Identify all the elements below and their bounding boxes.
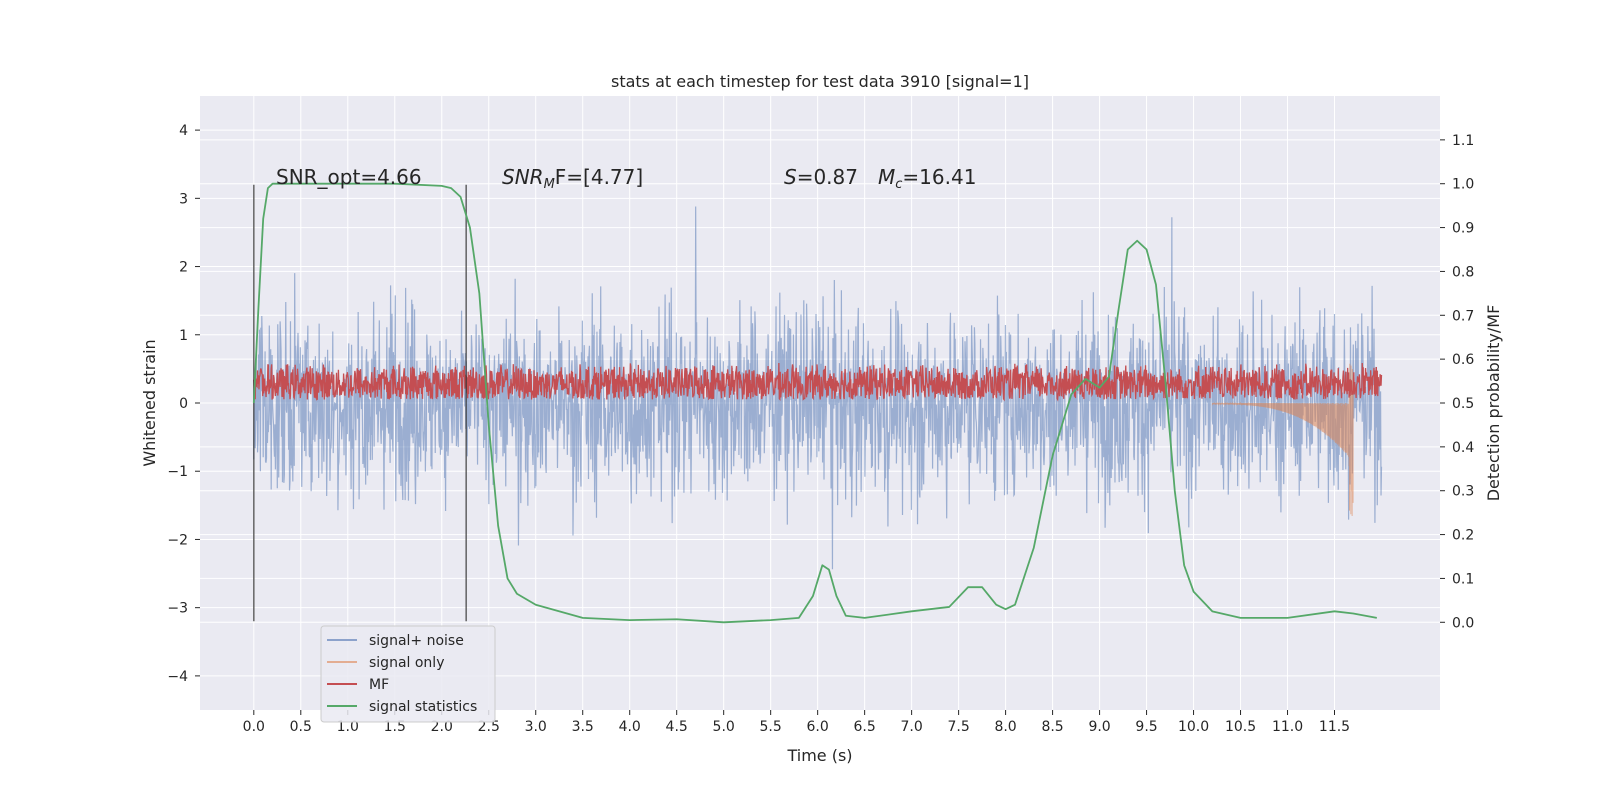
y-right-tick-label: 1.1: [1452, 133, 1474, 149]
x-tick-label: 5.5: [760, 719, 782, 735]
y-left-tick-label: 0: [179, 396, 188, 412]
x-tick-label: 7.0: [900, 719, 922, 735]
annotation-s: S=0.87: [784, 165, 858, 189]
annotation-snr-mf-main: SNR: [502, 165, 544, 189]
y-right-tick-label: 0.4: [1452, 440, 1474, 456]
x-axis-label: Time (s): [786, 746, 852, 765]
y-axis-label-left: Whitened strain: [140, 339, 159, 466]
legend: signal+ noise signal only MF signal statist…: [320, 625, 496, 723]
y-left-tick-label: −2: [167, 532, 188, 548]
y-right-tick-label: 0.8: [1452, 264, 1474, 280]
series-signal-only: [1211, 363, 1354, 516]
y-right-tick-label: 0.1: [1452, 571, 1474, 587]
annotation-mc-label: M: [878, 165, 895, 189]
y-right-tick-label: 0.2: [1452, 528, 1474, 544]
y-right-tick-label: 0.0: [1452, 615, 1474, 631]
y-right-tick-label: 0.9: [1452, 221, 1474, 237]
annotation-snr-mf-sub: M: [544, 177, 555, 192]
x-tick-label: 10.5: [1225, 719, 1256, 735]
y-axis-label-right: Detection probability/MF: [1484, 305, 1503, 502]
x-tick-label: 4.0: [619, 719, 641, 735]
series-mf: [253, 362, 1383, 402]
y-right-tick-label: 0.5: [1452, 396, 1474, 412]
legend-label: signal+ noise: [369, 633, 464, 649]
y-left-tick-label: 4: [179, 123, 188, 139]
x-tick-label: 6.5: [854, 719, 876, 735]
x-tick-label: 1.5: [384, 719, 406, 735]
x-tick-label: 11.5: [1319, 719, 1350, 735]
plot-area: [252, 182, 1383, 624]
x-tick-label: 5.0: [713, 719, 735, 735]
y-right-tick-label: 0.6: [1452, 352, 1474, 368]
series-signal-statistics: [252, 182, 1377, 624]
legend-label: MF: [369, 677, 389, 693]
x-tick-label: 2.0: [431, 719, 453, 735]
annotation-s-label: S: [784, 165, 797, 189]
legend-label: signal statistics: [369, 699, 477, 715]
x-tick-label: 0.0: [243, 719, 265, 735]
y-right-tick-label: 0.7: [1452, 308, 1474, 324]
annotation-snr-opt: SNR_opt=4.66: [276, 165, 422, 189]
y-right-tick-label: 0.3: [1452, 484, 1474, 500]
y-left-tick-label: −1: [167, 464, 188, 480]
x-tick-label: 8.0: [994, 719, 1016, 735]
x-tick-label: 4.5: [666, 719, 688, 735]
x-tick-label: 9.0: [1088, 719, 1110, 735]
y-left-tick-label: −4: [167, 669, 188, 685]
x-tick-label: 3.0: [525, 719, 547, 735]
y-left-tick-label: 3: [179, 191, 188, 207]
y-left-tick-label: −3: [167, 601, 188, 617]
annotation-s-value: =0.87: [797, 165, 858, 189]
x-tick-label: 7.5: [947, 719, 969, 735]
annotation-mc: Mc=16.41: [878, 165, 976, 192]
x-tick-label: 9.5: [1135, 719, 1157, 735]
y-left-tick-label: 2: [179, 260, 188, 276]
axes: 0.0 0.5 1.0 1.5 2.0 2.5 3.0 3.5 4.0 4.5 5.0 5.5 6.0 6…: [167, 123, 1474, 735]
x-tick-label: 2.5: [478, 719, 500, 735]
y-right-tick-label: 1.0: [1452, 177, 1474, 193]
x-tick-label: 6.0: [807, 719, 829, 735]
x-tick-label: 10.0: [1178, 719, 1209, 735]
x-tick-label: 11.0: [1272, 719, 1303, 735]
annotation-snr-mf: SNRMF=[4.77]: [502, 165, 643, 192]
y-left-tick-label: 1: [179, 328, 188, 344]
annotation-mc-value: =16.41: [902, 165, 976, 189]
chart-title: stats at each timestep for test data 391…: [611, 72, 1029, 91]
legend-label: signal only: [369, 655, 444, 671]
x-tick-label: 3.5: [572, 719, 594, 735]
annotation-mc-sub: c: [895, 177, 902, 192]
x-tick-label: 0.5: [290, 719, 312, 735]
annotation-snr-mf-rest: F=[4.77]: [555, 165, 643, 189]
series-signal-noise: [253, 206, 1383, 570]
x-tick-label: 8.5: [1041, 719, 1063, 735]
legend-box: [320, 625, 496, 723]
x-tick-label: 1.0: [337, 719, 359, 735]
